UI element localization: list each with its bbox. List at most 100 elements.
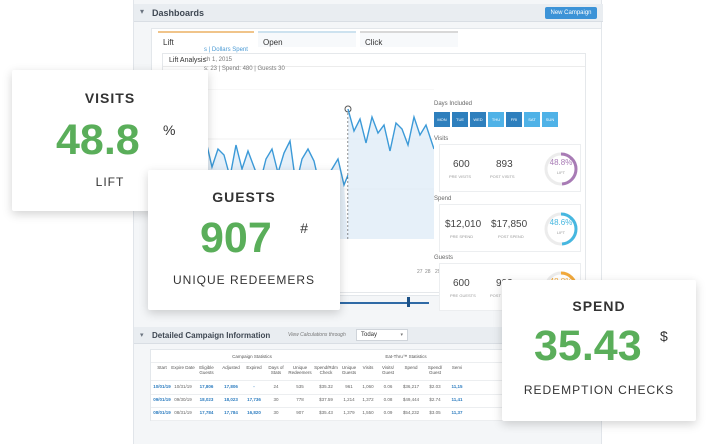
table-cell[interactable]: 16,820 [247, 410, 261, 415]
chart-meta-links[interactable]: s | Dollars Spent [204, 47, 248, 53]
dashboards-title: Dashboards [152, 8, 205, 18]
visits-card-title: VISITS [84, 90, 136, 106]
day-toggle-thu[interactable]: THU [488, 112, 504, 127]
detailed-campaign-header: ▾ Detailed Campaign Information View Cal… [134, 327, 603, 344]
day-toggle-mon[interactable]: MON [434, 112, 450, 127]
days-toggle-group: MON TUE WED THU FRI SAT SUN [434, 112, 558, 127]
table-cell[interactable]: 10/01/19 [153, 384, 171, 389]
table-cell[interactable]: 18,023 [224, 397, 238, 402]
table-cell: 0.09 [383, 410, 393, 415]
table-cell[interactable]: 11,15 [451, 384, 463, 389]
table-cell[interactable]: 08/01/19 [153, 410, 171, 415]
table-cell[interactable]: 17,736 [247, 397, 261, 402]
table-cell: $49,444 [402, 397, 420, 402]
x-tick-28: 28 [425, 269, 431, 275]
table-cell: 1,214 [343, 397, 355, 402]
group-header-eatthru: Eat-Thru™ Statistics [385, 354, 427, 359]
spend-lift-ring [544, 212, 578, 246]
visits-lift-value: 48.8% [549, 158, 573, 167]
date-range-slider[interactable] [334, 302, 429, 304]
column-header: Adjusted [222, 365, 240, 370]
visits-card-unit: % [163, 122, 176, 138]
visits-card-value: 48.8 [56, 116, 140, 164]
day-toggle-fri[interactable]: FRI [506, 112, 522, 127]
table-cell: 907 [296, 410, 304, 415]
table-cell: 1,379 [343, 410, 355, 415]
table-cell[interactable]: 18,023 [199, 397, 214, 402]
day-toggle-sat[interactable]: SAT [524, 112, 540, 127]
x-tick-27: 27 [417, 269, 423, 275]
table-cell: $37.59 [319, 397, 333, 402]
spend-card-title: SPEND [572, 298, 626, 314]
table-cell: $2.74 [429, 397, 441, 402]
dashboards-header: ▾ Dashboards New Campaign [134, 4, 603, 22]
table-cell: 1,550 [362, 410, 374, 415]
column-header: Start [157, 365, 167, 370]
column-header: Eligible Guests [199, 365, 214, 375]
view-calculations-select[interactable]: Today ▾ [356, 329, 408, 341]
column-header: Spend/ Guest [427, 365, 443, 375]
visits-lift-ring [544, 152, 578, 186]
new-campaign-button[interactable]: New Campaign [545, 7, 597, 19]
table-cell[interactable]: 17,784 [199, 410, 214, 415]
chevron-down-icon[interactable]: ▾ [140, 332, 144, 339]
post-spend-value: $17,850 [491, 219, 528, 230]
table-cell[interactable]: 17,806 [199, 384, 214, 389]
table-cell: 10/31/19 [174, 384, 192, 389]
view-calculations-value: Today [361, 332, 378, 338]
chevron-down-icon: ▾ [400, 332, 403, 338]
table-cell[interactable]: - [253, 384, 255, 389]
visits-stat-box: 600 PRE VISITS 893 POST VISITS 48.8% LIF… [439, 144, 581, 192]
x-tick-29: 29 [435, 269, 441, 275]
table-cell[interactable]: 17,784 [224, 410, 238, 415]
table-cell: 30 [273, 410, 279, 415]
tab-lift[interactable]: Lift [158, 31, 254, 47]
table-cell: 961 [345, 384, 353, 389]
guests-card-subtitle: UNIQUE REDEEMERS [172, 273, 316, 287]
detailed-campaign-title: Detailed Campaign Information [152, 331, 271, 340]
column-header: Spend [404, 365, 418, 370]
guests-card-unit: # [300, 220, 308, 236]
column-header: Unique Redeemers [288, 365, 312, 375]
pre-spend-caption: PRE SPEND [450, 234, 474, 239]
table-cell: 09/30/19 [174, 397, 192, 402]
guests-card: GUESTS 907 # UNIQUE REDEEMERS [148, 170, 340, 310]
table-cell[interactable]: 09/01/19 [153, 397, 171, 402]
spend-stat-box: $12,010 PRE SPEND $17,850 POST SPEND 48.… [439, 204, 581, 252]
day-toggle-sun[interactable]: SUN [542, 112, 558, 127]
table-cell: 30 [273, 397, 279, 402]
group-header-campaign: Campaign Statistics [232, 354, 272, 359]
date-range-slider-handle[interactable] [407, 297, 410, 307]
guests-card-value: 907 [200, 214, 272, 262]
pre-spend-value: $12,010 [445, 219, 482, 230]
table-cell: $36,217 [402, 384, 420, 389]
spend-lift-caption: LIFT [556, 230, 566, 235]
chevron-down-icon[interactable]: ▾ [140, 7, 145, 16]
table-row-divider [151, 407, 601, 408]
guests-section-label: Guests [434, 255, 454, 261]
day-toggle-tue[interactable]: TUE [452, 112, 468, 127]
visits-lift-caption: LIFT [556, 170, 566, 175]
post-visits-value: 893 [496, 159, 513, 170]
table-cell[interactable]: 11,41 [451, 397, 463, 402]
spend-card-value: 35.43 [534, 322, 642, 370]
table-cell[interactable]: 11,37 [451, 410, 463, 415]
column-header: Servi [451, 365, 463, 370]
table-cell: 778 [296, 397, 304, 402]
day-toggle-wed[interactable]: WED [470, 112, 486, 127]
column-header: Visits [362, 365, 374, 370]
tab-click[interactable]: Click [360, 31, 458, 47]
column-header: Days of Stats [268, 365, 284, 375]
table-cell: $3.05 [429, 410, 441, 415]
dashboard-window: ▾ Dashboards New Campaign Lift Open Clic… [133, 0, 603, 444]
pre-guests-value: 600 [453, 278, 470, 289]
tab-open[interactable]: Open [258, 31, 356, 47]
pre-visits-caption: PRE VISITS [449, 174, 472, 179]
table-cell[interactable]: 17,806 [224, 384, 238, 389]
table-cell: 1,372 [362, 397, 374, 402]
table-row-divider [151, 394, 601, 395]
column-header: Unique Guests [341, 365, 357, 375]
table-cell: 1,060 [362, 384, 374, 389]
table-cell: $35.43 [319, 410, 333, 415]
spend-section-label: Spend [434, 196, 452, 202]
